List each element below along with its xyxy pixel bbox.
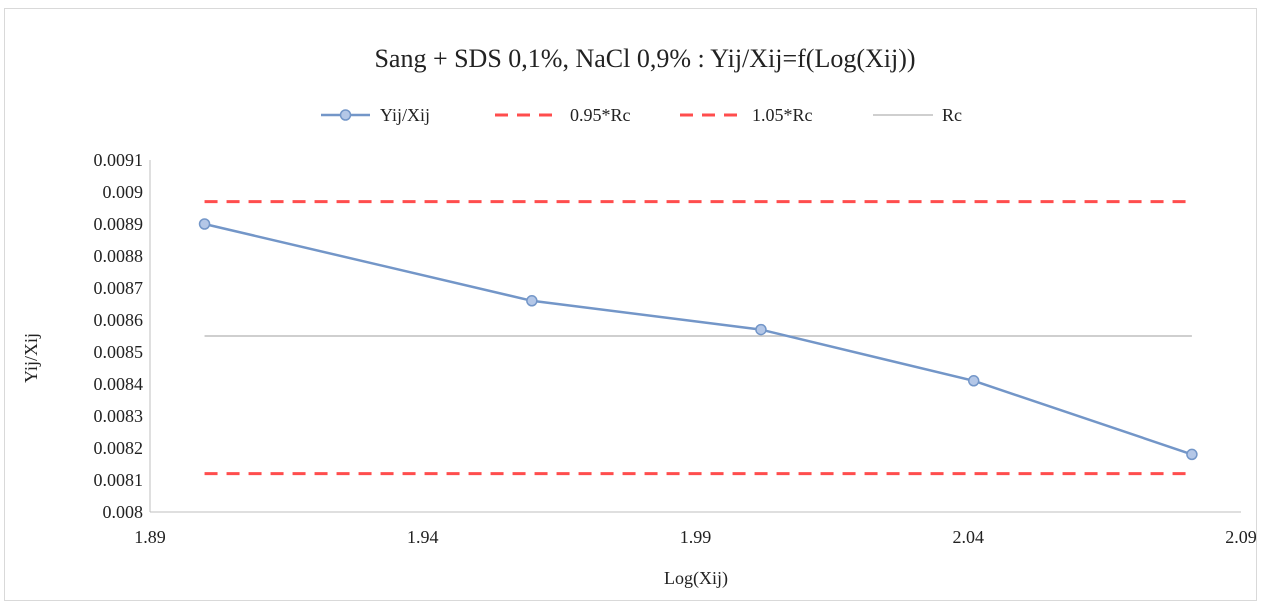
legend-label: Yij/Xij [380,105,430,125]
y-axis-ticks: 0.008 0.0081 0.0082 0.0083 0.0084 0.0085 0.008… [94,150,144,522]
data-point [967,375,980,387]
legend-marker [339,109,352,121]
y-tick-label: 0.0086 [94,310,144,330]
y-tick-label: 0.0085 [94,342,144,362]
x-tick-label: 1.94 [407,527,439,547]
y-tick-label: 0.0081 [94,470,144,490]
chart-area [4,8,1257,601]
legend: Yij/Xij 0.95*Rc 1.05*Rc Rc [321,105,962,125]
plot-area [149,160,1241,513]
y-tick-label: 0.0083 [94,406,144,426]
data-point [755,323,767,336]
legend-item: Yij/Xij [321,105,430,125]
y-tick-label: 0.008 [103,502,144,522]
y-tick-label: 0.009 [103,182,144,202]
legend-item: 0.95*Rc [495,105,631,125]
y-tick-label: 0.0087 [94,278,144,298]
legend-label: 0.95*Rc [570,105,631,125]
x-tick-label: 1.89 [134,527,166,547]
x-tick-label: 2.04 [953,527,985,547]
y-tick-label: 0.0089 [94,214,144,234]
legend-item: Rc [873,105,962,125]
chart-title: Sang + SDS 0,1%, NaCl 0,9% : Yij/Xij=f(L… [374,44,915,73]
x-tick-label: 2.09 [1225,527,1257,547]
legend-item: 1.05*Rc [680,105,813,125]
y-tick-label: 0.0084 [94,374,144,394]
series-line-1 [204,222,1193,456]
y-tick-label: 0.0088 [94,246,144,266]
y-tick-label: 0.0091 [94,150,144,170]
data-point [198,218,211,230]
x-axis-label: Log(Xij) [664,568,728,589]
x-tick-label: 1.99 [680,527,712,547]
x-axis-ticks: 1.89 1.94 1.99 2.04 2.09 [134,527,1257,547]
legend-label: Rc [942,105,962,125]
data-point [526,295,538,307]
data-point [1186,448,1198,461]
legend-label: 1.05*Rc [752,105,813,125]
y-tick-label: 0.0082 [94,438,144,458]
y-axis-label: Yij/Xij [21,333,41,383]
